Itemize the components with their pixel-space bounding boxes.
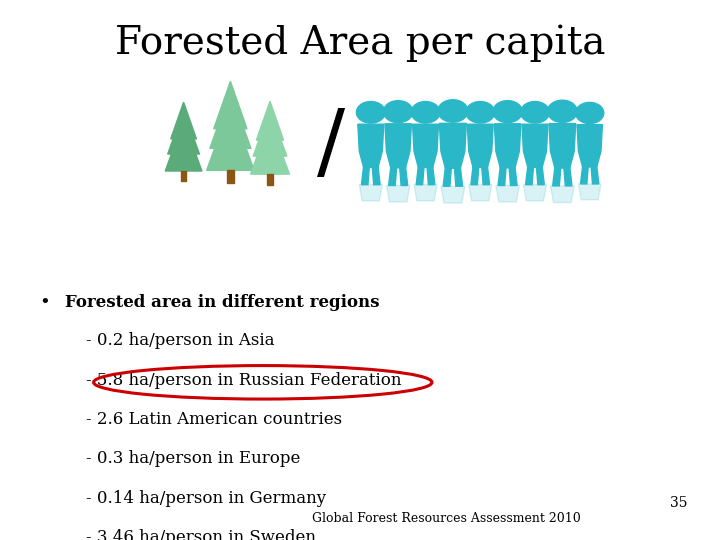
Polygon shape — [441, 186, 465, 203]
Polygon shape — [495, 124, 521, 168]
Text: - 3.46 ha/person in Sweden: - 3.46 ha/person in Sweden — [86, 529, 316, 540]
Bar — [181, 171, 186, 181]
Circle shape — [411, 102, 440, 123]
Circle shape — [384, 100, 413, 123]
Polygon shape — [580, 166, 588, 184]
Polygon shape — [251, 120, 289, 174]
Polygon shape — [400, 167, 408, 185]
Polygon shape — [413, 124, 438, 167]
Text: Global Forest Resources Assessment 2010: Global Forest Resources Assessment 2010 — [312, 512, 581, 525]
Polygon shape — [509, 167, 517, 185]
Text: 35: 35 — [670, 496, 688, 510]
Circle shape — [575, 103, 604, 124]
Polygon shape — [551, 186, 574, 202]
Polygon shape — [496, 185, 519, 202]
Polygon shape — [578, 184, 601, 200]
Polygon shape — [385, 124, 411, 168]
Polygon shape — [591, 166, 599, 184]
Text: - 2.6 Latin American countries: - 2.6 Latin American countries — [86, 411, 343, 428]
Polygon shape — [469, 185, 492, 201]
Text: - 0.3 ha/person in Europe: - 0.3 ha/person in Europe — [86, 450, 301, 467]
Text: - 0.2 ha/person in Asia: - 0.2 ha/person in Asia — [86, 332, 275, 349]
Text: •: • — [40, 294, 50, 312]
Polygon shape — [443, 167, 451, 186]
Polygon shape — [207, 105, 254, 171]
Polygon shape — [522, 124, 548, 167]
Polygon shape — [526, 166, 534, 185]
Polygon shape — [414, 185, 437, 201]
Text: Forested area in different regions: Forested area in different regions — [65, 294, 379, 311]
Text: - 5.8 ha/person in Russian Federation: - 5.8 ha/person in Russian Federation — [86, 372, 402, 388]
Bar — [228, 171, 233, 184]
Polygon shape — [454, 167, 463, 186]
Text: /: / — [317, 105, 346, 186]
Circle shape — [466, 102, 495, 123]
Text: - 0.14 ha/person in Germany: - 0.14 ha/person in Germany — [86, 490, 327, 507]
Polygon shape — [171, 102, 197, 139]
Polygon shape — [467, 124, 493, 167]
Polygon shape — [387, 185, 410, 202]
Polygon shape — [372, 166, 380, 185]
Polygon shape — [166, 120, 202, 171]
Circle shape — [521, 102, 549, 123]
Polygon shape — [168, 110, 199, 154]
Polygon shape — [498, 167, 506, 185]
Polygon shape — [210, 91, 251, 148]
Polygon shape — [523, 185, 546, 201]
Circle shape — [547, 100, 577, 123]
Polygon shape — [564, 167, 572, 186]
Polygon shape — [253, 110, 287, 156]
Polygon shape — [577, 125, 603, 167]
Polygon shape — [416, 166, 424, 185]
Polygon shape — [256, 102, 284, 140]
Polygon shape — [549, 124, 576, 168]
Polygon shape — [358, 124, 384, 167]
Polygon shape — [471, 166, 479, 185]
Polygon shape — [389, 167, 397, 185]
Polygon shape — [536, 166, 544, 185]
Polygon shape — [427, 166, 435, 185]
Polygon shape — [214, 81, 247, 129]
Bar — [267, 174, 273, 185]
Polygon shape — [439, 123, 467, 168]
Polygon shape — [359, 185, 382, 201]
Polygon shape — [482, 166, 490, 185]
Polygon shape — [361, 166, 369, 185]
Circle shape — [438, 100, 468, 122]
Polygon shape — [553, 167, 561, 186]
Circle shape — [356, 102, 385, 123]
Circle shape — [493, 100, 522, 123]
Text: Forested Area per capita: Forested Area per capita — [114, 24, 606, 62]
